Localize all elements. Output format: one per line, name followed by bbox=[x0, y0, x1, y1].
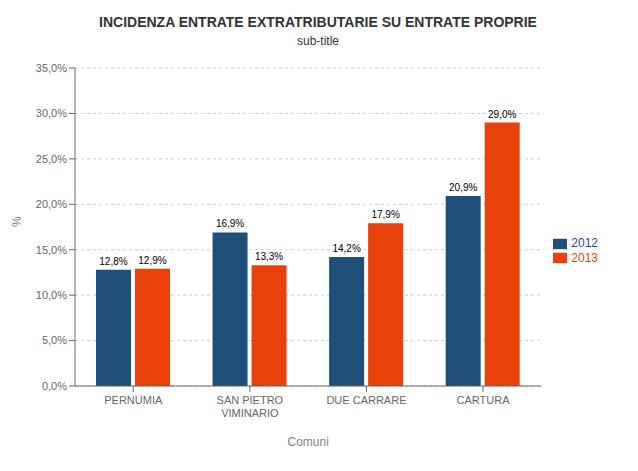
svg-text:Comuni: Comuni bbox=[287, 435, 328, 449]
svg-text:17,9%: 17,9% bbox=[371, 209, 399, 220]
svg-text:20,9%: 20,9% bbox=[449, 182, 477, 193]
svg-text:29,0%: 29,0% bbox=[488, 109, 516, 120]
svg-text:%: % bbox=[10, 216, 24, 227]
svg-text:SAN PIETROVIMINARIO: SAN PIETROVIMINARIO bbox=[217, 394, 284, 419]
svg-text:12,8%: 12,8% bbox=[99, 256, 127, 267]
html-text:INCIDENZA ENTRATE EXTRATRIBUTA: INCIDENZA ENTRATE EXTRATRIBUTARIE SU ENT… bbox=[99, 14, 537, 30]
svg-text:16,9%: 16,9% bbox=[216, 218, 244, 229]
svg-text:DUE CARRARE: DUE CARRARE bbox=[326, 394, 406, 406]
svg-text:CARTURA: CARTURA bbox=[457, 394, 511, 406]
svg-text:15,0%: 15,0% bbox=[36, 244, 67, 256]
svg-text:13,3%: 13,3% bbox=[255, 251, 283, 262]
html-text:2012: 2012 bbox=[571, 235, 598, 250]
svg-text:PERNUMIA: PERNUMIA bbox=[104, 394, 163, 406]
svg-text:12,9%: 12,9% bbox=[138, 255, 166, 266]
html-text:sub-title: sub-title bbox=[297, 34, 339, 48]
svg-text:5,0%: 5,0% bbox=[42, 334, 67, 346]
svg-text:35,0%: 35,0% bbox=[36, 62, 67, 74]
svg-text:0,0%: 0,0% bbox=[42, 380, 67, 392]
svg-text:10,0%: 10,0% bbox=[36, 289, 67, 301]
svg-text:25,0%: 25,0% bbox=[36, 153, 67, 165]
svg-text:30,0%: 30,0% bbox=[36, 107, 67, 119]
svg-text:20,0%: 20,0% bbox=[36, 198, 67, 210]
svg-text:14,2%: 14,2% bbox=[332, 243, 360, 254]
html-text:2013: 2013 bbox=[571, 250, 598, 265]
